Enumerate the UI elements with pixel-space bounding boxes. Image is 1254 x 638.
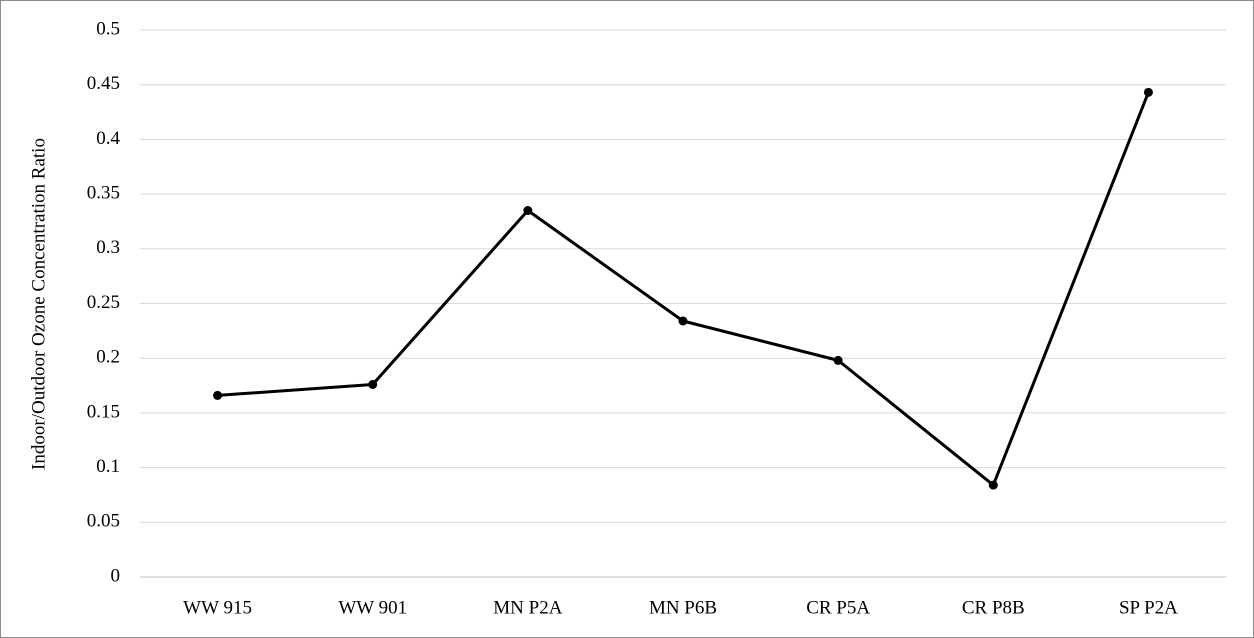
x-tick-label: MN P6B	[649, 597, 717, 618]
y-tick-label: 0.3	[96, 237, 120, 258]
y-tick-label: 0.15	[87, 401, 120, 422]
x-tick-label: CR P8B	[962, 597, 1025, 618]
x-tick-label: CR P5A	[806, 597, 870, 618]
y-tick-label: 0.5	[96, 18, 120, 39]
x-tick-label: WW 915	[183, 597, 252, 618]
y-tick-label: 0.4	[96, 128, 120, 149]
data-point	[1143, 87, 1153, 97]
y-tick-label: 0.45	[87, 73, 120, 94]
x-tick-label: WW 901	[338, 597, 407, 618]
data-point	[213, 390, 223, 400]
y-tick-label: 0.25	[87, 292, 120, 313]
x-tick-label: MN P2A	[493, 597, 562, 618]
y-axis-label: Indoor/Outdoor Ozone Concentration Ratio	[28, 138, 49, 470]
y-tick-label: 0.2	[96, 347, 120, 368]
y-tick-label: 0	[111, 565, 121, 586]
data-point	[523, 206, 533, 216]
x-tick-label: SP P2A	[1119, 597, 1178, 618]
data-point	[988, 480, 998, 490]
data-point	[833, 355, 843, 365]
data-point	[368, 379, 378, 389]
y-tick-label: 0.35	[87, 182, 120, 203]
y-tick-label: 0.05	[87, 511, 120, 532]
y-tick-label: 0.1	[96, 456, 120, 477]
data-point	[678, 316, 688, 326]
